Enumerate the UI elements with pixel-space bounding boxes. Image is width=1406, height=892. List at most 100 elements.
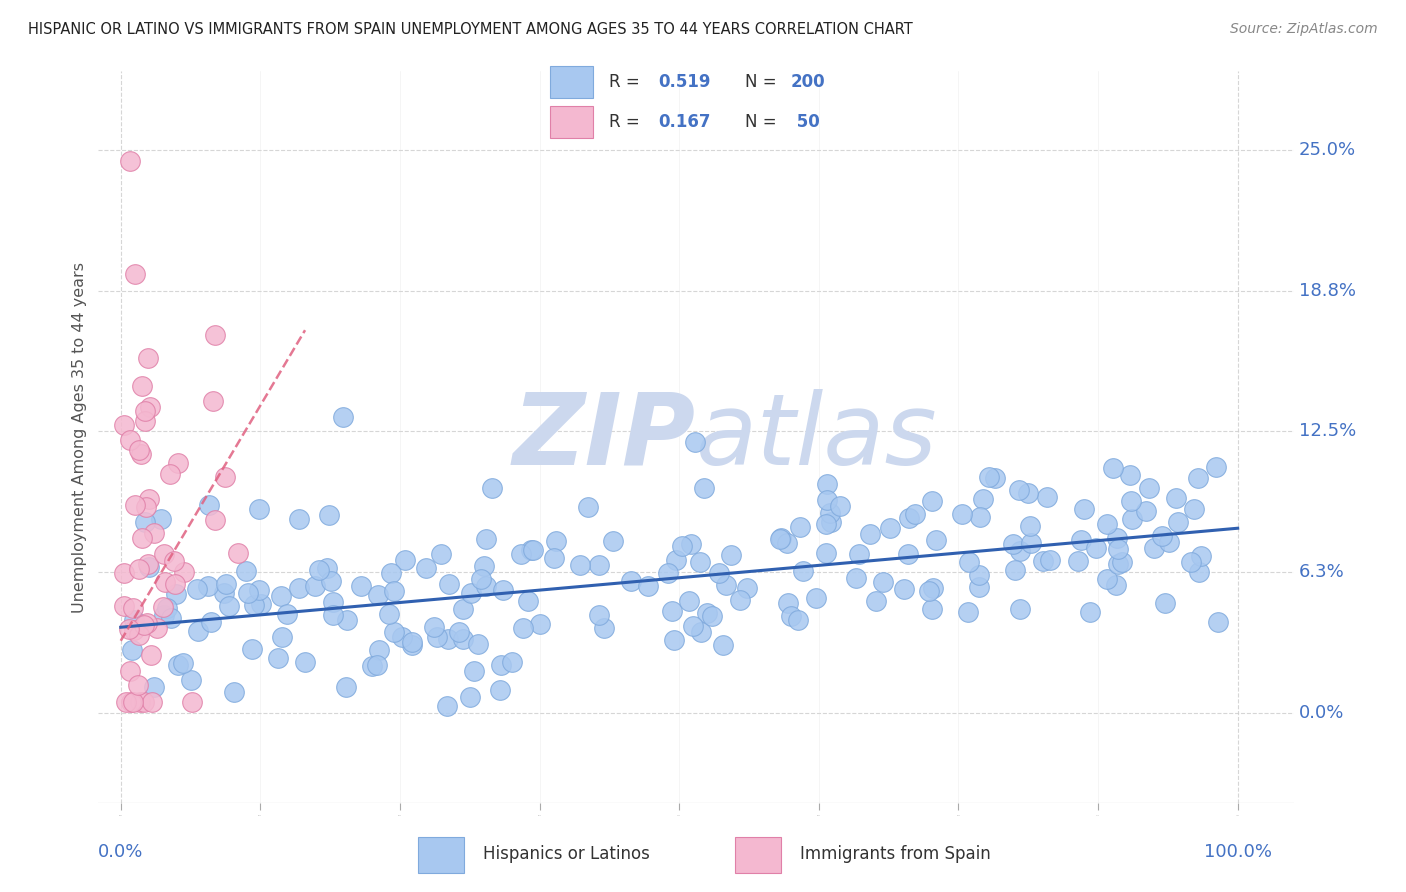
Point <box>143 680 166 694</box>
Point <box>509 547 531 561</box>
Point <box>1102 461 1125 475</box>
Point <box>117 622 139 636</box>
Point <box>288 581 311 595</box>
Point <box>922 581 945 595</box>
Point <box>153 607 176 622</box>
Point <box>778 597 800 611</box>
Point <box>696 606 718 620</box>
Point <box>983 471 1005 485</box>
Point <box>865 594 887 608</box>
Point <box>529 616 551 631</box>
Point <box>152 600 174 615</box>
Point <box>138 400 160 414</box>
Point <box>898 511 921 525</box>
Point <box>436 699 458 714</box>
Point <box>145 621 167 635</box>
Point <box>163 577 186 591</box>
Point <box>451 632 474 646</box>
Point <box>1157 534 1180 549</box>
Point <box>318 508 340 522</box>
Text: 25.0%: 25.0% <box>1299 141 1357 159</box>
Point <box>770 531 793 545</box>
Point <box>1111 555 1133 569</box>
Point <box>159 467 181 482</box>
Point <box>546 534 568 549</box>
Point <box>276 607 298 621</box>
Point <box>1085 541 1108 555</box>
Point <box>200 615 222 629</box>
Point <box>815 546 838 560</box>
Point <box>332 409 354 424</box>
Point <box>517 594 540 608</box>
Text: R =: R = <box>609 113 644 131</box>
Point <box>180 673 202 687</box>
Point <box>716 578 738 592</box>
Point <box>720 549 742 563</box>
Point <box>776 535 799 549</box>
Point <box>925 533 948 548</box>
Point <box>921 601 943 615</box>
Point <box>588 558 610 572</box>
Point <box>735 582 758 596</box>
Point <box>678 594 700 608</box>
Point <box>127 678 149 692</box>
FancyBboxPatch shape <box>735 838 780 872</box>
Point <box>969 510 991 524</box>
Point <box>136 557 159 571</box>
Text: 0.167: 0.167 <box>658 113 710 131</box>
Point <box>1032 554 1054 568</box>
Point <box>543 550 565 565</box>
Point <box>141 694 163 708</box>
Point <box>1036 491 1059 505</box>
Point <box>1004 563 1026 577</box>
Point <box>270 589 292 603</box>
Point <box>322 595 344 609</box>
Point <box>789 520 811 534</box>
Point <box>593 622 616 636</box>
Point <box>319 574 342 588</box>
Text: 0.519: 0.519 <box>658 73 710 91</box>
Point <box>138 560 160 574</box>
Point <box>134 515 156 529</box>
Point <box>128 442 150 457</box>
Point <box>447 624 470 639</box>
Point <box>512 621 534 635</box>
Point <box>1008 483 1031 497</box>
Point <box>186 582 208 596</box>
Point <box>1143 541 1166 555</box>
Point <box>576 500 599 515</box>
Point <box>588 607 610 622</box>
Point <box>1189 549 1212 563</box>
Point <box>769 533 792 547</box>
Point <box>820 515 842 529</box>
Text: R =: R = <box>609 73 644 91</box>
Point <box>437 632 460 646</box>
Point <box>1182 501 1205 516</box>
Point <box>1097 517 1119 532</box>
Point <box>845 571 868 585</box>
Point <box>380 566 402 580</box>
Point <box>1105 578 1128 592</box>
Point <box>1188 566 1211 580</box>
Point <box>250 597 273 611</box>
Point <box>804 591 827 605</box>
FancyBboxPatch shape <box>550 66 593 98</box>
Point <box>818 506 841 520</box>
Point <box>367 588 389 602</box>
Point <box>1119 493 1142 508</box>
Point <box>382 584 405 599</box>
Point <box>180 694 202 708</box>
Point <box>681 537 703 551</box>
Point <box>204 327 226 342</box>
Point <box>1152 528 1174 542</box>
Point <box>1019 519 1042 533</box>
Point <box>214 469 236 483</box>
Point <box>1067 554 1090 568</box>
Point <box>426 631 449 645</box>
Point <box>118 154 141 169</box>
Point <box>124 267 146 281</box>
Point <box>682 619 704 633</box>
Point <box>172 656 194 670</box>
Point <box>247 582 270 597</box>
Point <box>197 498 219 512</box>
